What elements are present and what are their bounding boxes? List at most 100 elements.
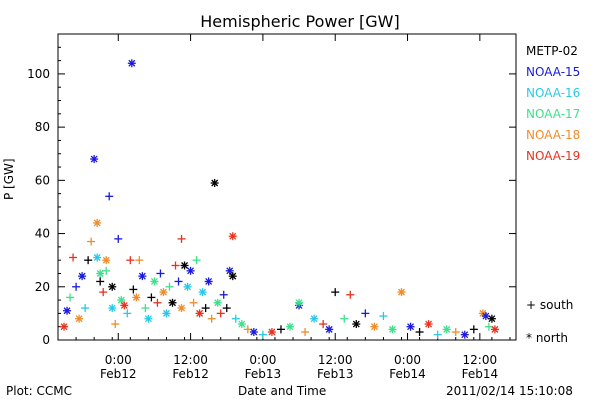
- legend-north-marker: * north: [526, 331, 569, 345]
- y-axis-label: P [GW]: [2, 158, 16, 200]
- data-point-south: [72, 282, 81, 291]
- data-point-north: [132, 293, 141, 302]
- y-tick-label: 40: [35, 227, 50, 241]
- data-point-north: [183, 282, 192, 291]
- data-point-south: [96, 277, 105, 286]
- data-point-south: [135, 256, 144, 265]
- data-point-north: [388, 325, 397, 334]
- data-point-north: [286, 322, 295, 331]
- y-tick-label: 60: [35, 173, 50, 187]
- data-point-south: [361, 309, 370, 318]
- plot-frame: [57, 33, 517, 341]
- data-point-south: [129, 285, 138, 294]
- data-point-south: [469, 325, 478, 334]
- data-point-north: [481, 312, 490, 321]
- data-point-north: [210, 179, 219, 188]
- data-point-south: [153, 298, 162, 307]
- data-point-south: [174, 277, 183, 286]
- data-point-north: [352, 320, 361, 329]
- x-tick-label-time: 0:00: [249, 353, 276, 367]
- data-point-south: [147, 293, 156, 302]
- x-tick-label-date: Feb14: [389, 367, 426, 381]
- data-point-north: [267, 328, 276, 337]
- data-point-north: [120, 301, 129, 310]
- data-point-south: [258, 330, 267, 339]
- x-tick-label-time: 0:00: [105, 353, 132, 367]
- data-point-north: [237, 320, 246, 329]
- data-point-north: [78, 272, 87, 281]
- data-point-south: [319, 320, 328, 329]
- data-point-north: [204, 277, 213, 286]
- plot-credit: Plot: CCMC: [6, 384, 72, 398]
- legend-entry: METP-02: [526, 44, 578, 58]
- data-point-south: [340, 314, 349, 323]
- data-point-north: [198, 288, 207, 297]
- data-point-north: [397, 288, 406, 297]
- data-point-south: [87, 237, 96, 246]
- plot-timestamp: 2011/02/14 15:10:08: [446, 384, 573, 398]
- data-point-north: [490, 325, 499, 334]
- y-tick-label: 0: [42, 333, 50, 347]
- legend-entry: NOAA-19: [526, 149, 581, 163]
- data-point-north: [487, 314, 496, 323]
- data-point-north: [424, 320, 433, 329]
- x-tick-label-time: 12:00: [173, 353, 208, 367]
- data-point-south: [484, 322, 493, 331]
- data-point-north: [127, 59, 136, 68]
- data-point-north: [325, 325, 334, 334]
- legend-entry: NOAA-15: [526, 65, 581, 79]
- x-tick-label-date: Feb14: [462, 367, 499, 381]
- y-tick-label: 100: [27, 67, 50, 81]
- data-point-north: [63, 306, 72, 315]
- data-point-south: [156, 269, 165, 278]
- data-point-south: [451, 328, 460, 337]
- data-point-south: [222, 304, 231, 313]
- y-tick-label: 20: [35, 280, 50, 294]
- x-axis-ticks: 0:00Feb1212:00Feb120:00Feb1312:00Feb130:…: [57, 34, 511, 381]
- data-point-north: [406, 322, 415, 331]
- data-point-north: [370, 322, 379, 331]
- x-axis-label: Date and Time: [238, 384, 327, 398]
- data-point-south: [276, 325, 285, 334]
- legend-entry: NOAA-16: [526, 86, 581, 100]
- x-tick-label-date: Feb12: [100, 367, 137, 381]
- x-tick-label-date: Feb13: [317, 367, 354, 381]
- x-tick-label-date: Feb12: [172, 367, 209, 381]
- data-point-north: [93, 218, 102, 227]
- data-point-north: [102, 256, 111, 265]
- data-point-south: [331, 288, 340, 297]
- data-point-south: [379, 312, 388, 321]
- x-tick-label-date: Feb13: [245, 367, 282, 381]
- data-point-south: [219, 290, 228, 299]
- data-point-south: [84, 256, 93, 265]
- data-point-south: [66, 293, 75, 302]
- data-point-north: [310, 314, 319, 323]
- data-point-north: [108, 304, 117, 313]
- data-point-south: [102, 266, 111, 275]
- data-point-north: [168, 298, 177, 307]
- data-point-north: [90, 155, 99, 164]
- legend-south-marker: + south: [526, 298, 574, 312]
- data-point-north: [228, 232, 237, 241]
- data-point-north: [138, 272, 147, 281]
- data-point-south: [69, 253, 78, 262]
- data-point-south: [99, 288, 108, 297]
- legend-entry: NOAA-17: [526, 107, 581, 121]
- data-point-south: [165, 282, 174, 291]
- data-point-north: [144, 314, 153, 323]
- data-point-south: [81, 304, 90, 313]
- x-tick-label-time: 12:00: [318, 353, 353, 367]
- data-point-north: [162, 309, 171, 318]
- data-point-south: [126, 256, 135, 265]
- x-tick-label-time: 12:00: [463, 353, 498, 367]
- data-point-south: [177, 234, 186, 243]
- data-point-south: [105, 192, 114, 201]
- data-point-south: [189, 298, 198, 307]
- data-point-south: [141, 304, 150, 313]
- data-point-north: [180, 261, 189, 270]
- data-point-south: [301, 328, 310, 337]
- data-point-south: [207, 314, 216, 323]
- data-point-north: [228, 272, 237, 281]
- data-point-south: [415, 328, 424, 337]
